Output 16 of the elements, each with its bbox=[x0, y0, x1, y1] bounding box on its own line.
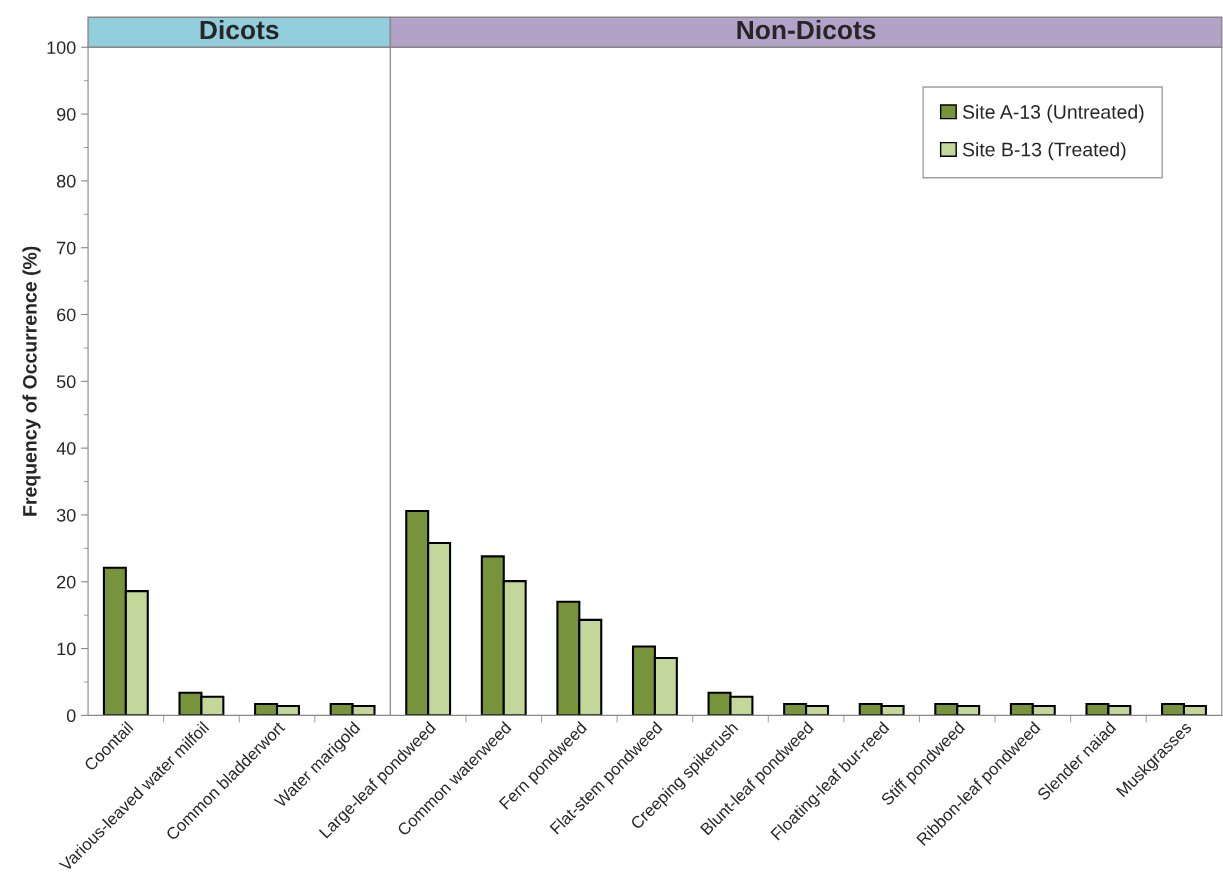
y-tick-label: 50 bbox=[56, 375, 76, 389]
chart-title: Non-Dicots bbox=[737, 19, 876, 40]
y-tick-label: 0 bbox=[66, 709, 76, 723]
y-tick-label: 100 bbox=[47, 41, 76, 54]
legend-label: Site A-13 (Untreated) bbox=[962, 104, 1144, 123]
chart-title: Dicots bbox=[200, 19, 279, 40]
y-tick-label: 80 bbox=[56, 174, 76, 188]
y-tick-label: 90 bbox=[57, 108, 76, 121]
y-tick-label: 40 bbox=[56, 442, 76, 455]
y-tick-label: 30 bbox=[56, 508, 76, 522]
y-axis-title: Frequency of Occurrence (%) bbox=[22, 246, 41, 516]
y-tick-label: 20 bbox=[57, 575, 76, 589]
y-tick-label: 10 bbox=[57, 642, 76, 656]
y-tick-label: 60 bbox=[57, 308, 76, 322]
legend-label: Site B-13 (Treated) bbox=[962, 142, 1126, 161]
y-tick-label: 70 bbox=[57, 241, 76, 255]
